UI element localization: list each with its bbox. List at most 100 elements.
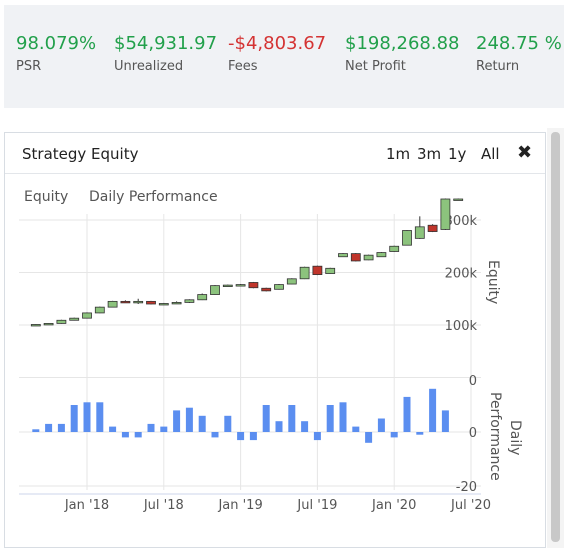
candle-up	[286, 278, 297, 285]
stat-value: -$4,803.67	[228, 33, 327, 54]
stat-return: 248.75 % Return	[476, 33, 562, 74]
stat-value: $54,931.97	[114, 33, 218, 54]
performance-bar	[134, 432, 142, 438]
candle-down	[248, 282, 259, 289]
candle-up	[338, 253, 348, 258]
performance-bar	[352, 426, 360, 432]
stat-net-profit: $198,268.88 Net Profit	[345, 33, 460, 74]
performance-bar	[121, 432, 129, 438]
candle-up	[30, 324, 41, 327]
equity-axis-label: Equity	[485, 260, 501, 304]
candle-up	[210, 285, 220, 295]
candle-up	[94, 306, 105, 314]
equity-tick-label: 300k	[445, 214, 478, 229]
stat-label: Return	[476, 59, 520, 74]
candle-up	[376, 252, 387, 258]
stat-fees: -$4,803.67 Fees	[228, 33, 326, 74]
x-tick-label: Jan '19	[217, 498, 262, 513]
x-tick-label: Jul '18	[143, 498, 184, 513]
performance-bar	[262, 405, 270, 432]
equity-zero-label: 0	[469, 374, 477, 389]
stat-value: 248.75 %	[476, 33, 562, 54]
equity-tick-label: 100k	[445, 319, 478, 334]
scrollbar-thumb[interactable]	[551, 132, 560, 542]
candle-up	[389, 245, 400, 252]
close-icon[interactable]: ✖	[517, 142, 533, 163]
stat-unrealized: $54,931.97 Unrealized	[114, 33, 217, 74]
candle-up	[69, 317, 80, 321]
candle-up	[197, 294, 208, 301]
performance-bar	[147, 423, 155, 432]
performance-bar	[441, 410, 449, 432]
performance-bar	[403, 396, 411, 432]
stat-label: Net Profit	[345, 59, 406, 74]
candle-up	[274, 284, 284, 290]
candle-up	[82, 312, 92, 319]
performance-bar	[109, 426, 117, 432]
performance-bar	[160, 426, 168, 432]
x-tick-label: Jul '19	[296, 498, 337, 513]
equity-tick-label: 200k	[445, 267, 478, 282]
performance-bar	[45, 423, 53, 432]
range-all-button[interactable]: All	[481, 145, 500, 163]
candle-down	[261, 287, 272, 292]
panel-title: Strategy Equity	[22, 145, 139, 163]
performance-bar	[70, 405, 78, 432]
stat-psr: 98.079% PSR	[16, 33, 96, 74]
performance-bar	[339, 402, 347, 432]
candle-up	[440, 198, 451, 230]
performance-bar	[237, 432, 245, 441]
range-1y-button[interactable]: 1y	[448, 145, 467, 163]
x-tick-label: Jan '20	[371, 498, 416, 513]
candle-up	[43, 323, 54, 326]
strategy-equity-panel: Strategy Equity 1m 3m 1y All ✖ Equity Da…	[4, 132, 546, 548]
performance-bar	[275, 421, 283, 432]
performance-bar	[377, 418, 385, 432]
range-3m-button[interactable]: 3m	[417, 145, 442, 163]
legend-equity[interactable]: Equity	[24, 189, 68, 205]
candle-down	[427, 224, 438, 232]
candle-up	[299, 266, 310, 280]
candle-up	[133, 300, 144, 304]
performance-bar	[416, 432, 424, 435]
candle-down	[312, 265, 323, 275]
performance-tick-label: 0	[469, 426, 477, 441]
performance-bar	[301, 421, 309, 432]
equity-chart: Equity Daily Performance 100k 200k 300k 0 -2…	[19, 189, 523, 513]
range-1m-button[interactable]: 1m	[386, 145, 411, 163]
legend-daily-performance[interactable]: Daily Performance	[89, 189, 218, 205]
daily-performance-axis-label-2: Performance	[487, 392, 503, 481]
performance-bar	[326, 405, 334, 432]
candle-down	[350, 253, 361, 262]
stat-value: 98.079%	[16, 33, 97, 54]
performance-bar	[198, 415, 206, 432]
performance-bar	[57, 423, 65, 432]
panel-header: Strategy Equity 1m 3m 1y All ✖	[5, 133, 545, 174]
performance-bar	[185, 407, 193, 432]
performance-bar	[32, 429, 40, 432]
stat-label: PSR	[16, 59, 42, 74]
performance-bar	[365, 432, 373, 443]
performance-tick-label: -20	[456, 480, 477, 495]
candle-up	[171, 302, 182, 305]
stat-label: Unrealized	[114, 59, 184, 74]
candle-up	[414, 226, 425, 239]
performance-bar	[224, 415, 232, 432]
performance-bar	[96, 402, 104, 432]
stats-bar: 98.079% PSR $54,931.97 Unrealized -$4,80…	[4, 5, 564, 108]
performance-bar	[249, 432, 257, 441]
candle-up	[453, 198, 464, 201]
performance-bar	[288, 405, 296, 432]
candle-down	[120, 300, 131, 304]
candle-up	[363, 254, 374, 261]
x-tick-label: Jul '20	[450, 498, 491, 513]
scrollbar[interactable]	[547, 128, 564, 548]
candle-up	[158, 303, 169, 306]
performance-bar	[83, 402, 91, 432]
x-tick-label: Jan '18	[64, 498, 109, 513]
candle-up	[402, 230, 412, 246]
candle-up	[235, 284, 246, 287]
performance-bar	[390, 432, 398, 438]
stat-value: $198,268.88	[345, 33, 460, 54]
candle-down	[146, 300, 156, 305]
